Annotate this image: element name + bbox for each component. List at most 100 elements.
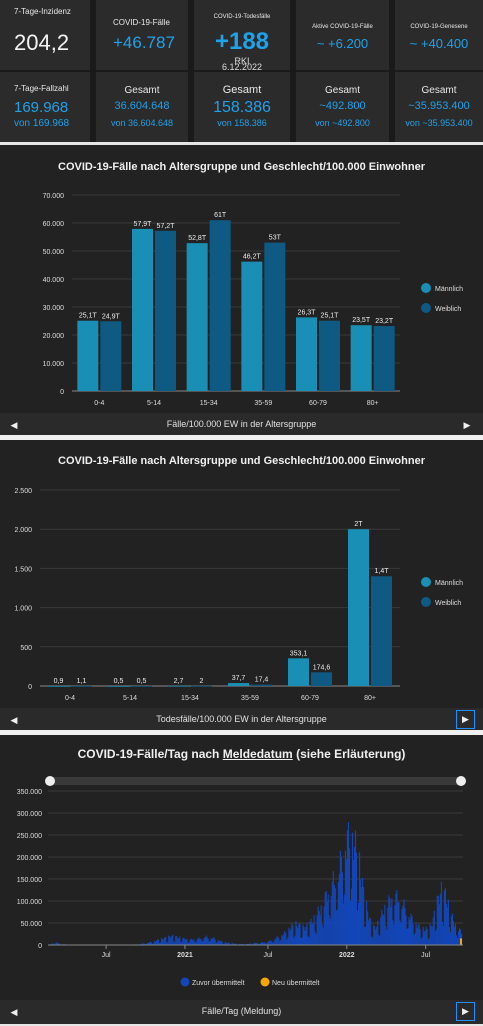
daily-bar	[444, 888, 446, 945]
daily-bar	[376, 926, 378, 945]
daily-bar	[435, 929, 437, 945]
daily-bar	[419, 929, 421, 945]
data-label: 25,1T	[321, 313, 340, 320]
daily-bar	[296, 925, 298, 945]
x-tick-label: 5-14	[147, 400, 161, 407]
legend-marker	[421, 283, 431, 293]
bar-weiblich	[251, 684, 272, 686]
daily-bar	[351, 832, 354, 945]
daily-bar	[181, 942, 183, 945]
daily-bar	[249, 943, 252, 945]
daily-bar	[386, 929, 388, 945]
next-arrow[interactable]: ▶	[463, 420, 471, 430]
daily-bar	[281, 934, 283, 945]
stat-label: Gesamt	[324, 85, 360, 96]
data-label: 24,9T	[102, 313, 121, 320]
daily-bar	[158, 939, 160, 945]
daily-bar	[397, 902, 399, 945]
daily-bar	[265, 943, 267, 945]
bar-weiblich	[71, 685, 92, 687]
daily-bar	[224, 941, 226, 945]
bar-weiblich	[311, 672, 332, 686]
y-tick-label: 100.000	[17, 899, 42, 906]
daily-bar	[270, 940, 272, 945]
daily-bar	[278, 937, 280, 945]
daily-bar	[145, 943, 148, 945]
data-label: 53T	[269, 235, 282, 242]
daily-bar	[231, 943, 233, 945]
daily-bar	[253, 942, 256, 945]
stat-value: 169.968	[14, 99, 69, 116]
daily-bar	[314, 931, 316, 945]
bar-männlich	[77, 320, 99, 391]
y-tick-label: 2.000	[14, 527, 32, 534]
daily-bar	[234, 943, 236, 945]
daily-bar	[333, 884, 335, 945]
daily-bar	[189, 940, 191, 945]
daily-bar	[209, 941, 211, 945]
stat-label: Gesamt	[222, 84, 262, 96]
daily-bar	[55, 943, 57, 945]
daily-bar	[414, 933, 416, 945]
prev-arrow[interactable]: ◀	[10, 420, 18, 430]
prev-arrow[interactable]: ◀	[10, 715, 18, 725]
daily-bar	[155, 941, 157, 945]
daily-bar	[410, 913, 412, 945]
next-arrow[interactable]: ▶	[456, 710, 475, 729]
daily-bar	[266, 943, 268, 945]
x-tick-label: Jul	[102, 952, 111, 959]
legend-marker	[421, 597, 431, 607]
daily-bar	[148, 942, 151, 945]
stat-tile-4: COVID-19-Genesene ~ +40.400	[395, 0, 483, 70]
daily-bar	[194, 941, 196, 945]
source-label: RKI	[234, 56, 250, 66]
bar-weiblich	[131, 685, 152, 687]
stat-tile-2: COVID-19-Todesfälle +188 RKI	[194, 0, 290, 70]
prev-arrow[interactable]: ◀	[10, 1007, 18, 1017]
daily-bar	[186, 938, 188, 945]
daily-bar	[321, 924, 323, 945]
stat-label: Gesamt	[124, 85, 160, 96]
y-tick-label: 60.000	[43, 221, 65, 228]
daily-bar	[52, 943, 54, 945]
daily-bar	[235, 943, 237, 945]
next-arrow[interactable]: ▶	[456, 1002, 475, 1021]
daily-bar	[273, 942, 275, 945]
daily-cases-chart: 0 50.000 100.000 150.000 200.000 250.000 300.0…	[17, 776, 466, 987]
daily-bar	[216, 942, 218, 945]
daily-bar	[256, 943, 258, 945]
x-tick-label: 80+	[364, 695, 376, 702]
daily-bar	[449, 932, 451, 945]
daily-bar	[447, 899, 449, 945]
x-tick-label: 60-79	[309, 400, 327, 407]
daily-bar	[183, 937, 185, 945]
daily-bar	[159, 942, 161, 945]
deaths-age-chart: 0 500 1.000 1.500 2.000 2.500 0,9 1,1 0-4 0,5 0,5 5…	[14, 488, 463, 702]
daily-bar	[453, 926, 456, 945]
daily-bar	[272, 942, 274, 945]
legend-label: Neu übermittelt	[272, 980, 320, 987]
bar-weiblich	[209, 220, 231, 391]
daily-bar	[228, 942, 230, 945]
daily-bar	[263, 942, 265, 945]
stat-total-tile-0: 7-Tage-Fallzahl 169.968 von 169.968	[0, 72, 90, 142]
data-label: 25,1T	[79, 313, 98, 320]
daily-bar	[441, 921, 443, 945]
daily-bar	[318, 911, 320, 945]
chart-title: COVID-19-Fälle/Tag nach Meldedatum (sieh…	[77, 747, 406, 761]
meldedatum-link[interactable]: Meldedatum	[222, 747, 293, 761]
daily-bar	[417, 925, 419, 945]
daily-bar	[339, 850, 341, 945]
x-tick-label: Jul	[263, 952, 272, 959]
daily-bar	[285, 933, 287, 945]
daily-bar	[305, 926, 307, 945]
daily-bar	[192, 940, 194, 945]
daily-bar	[143, 943, 146, 945]
daily-bar	[219, 940, 221, 945]
x-tick-label: 2021	[177, 952, 193, 959]
daily-bar	[264, 942, 266, 945]
daily-bar	[428, 937, 430, 945]
daily-bar	[215, 942, 217, 945]
daily-bar	[312, 923, 314, 945]
daily-bar	[423, 931, 425, 945]
